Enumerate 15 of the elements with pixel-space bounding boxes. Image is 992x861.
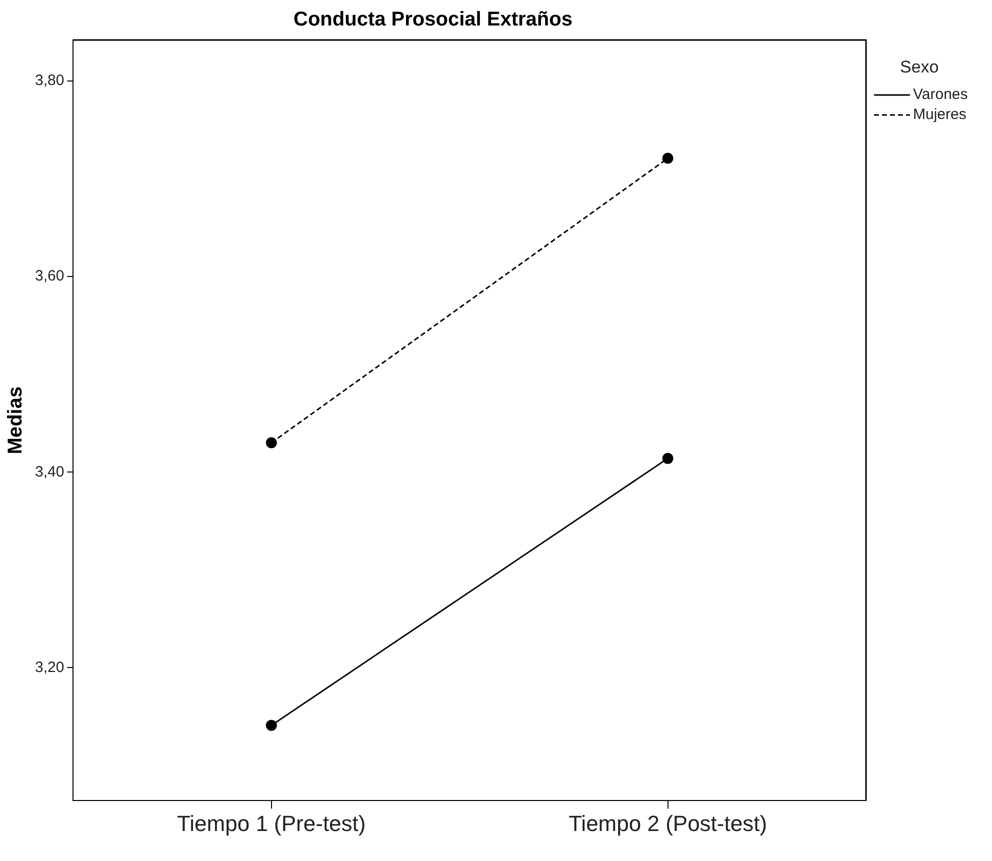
y-axis-title: Medias <box>4 386 27 454</box>
y-tick-label: 3,80 <box>34 72 64 90</box>
legend-label: Mujeres <box>913 106 966 124</box>
y-tick-label: 3,20 <box>34 658 64 676</box>
x-tick-label: Tiempo 1 (Pre-test) <box>177 810 366 836</box>
legend-title: Sexo <box>900 58 939 77</box>
y-tick-label: 3,60 <box>34 268 64 285</box>
point <box>266 720 277 731</box>
chart-title: Conducta Prosocial Extraños <box>294 8 572 31</box>
x-tick-label: Tiempo 2 (Post-test) <box>568 810 768 836</box>
point <box>662 152 674 164</box>
y-tick-label: 3,40 <box>34 463 64 480</box>
point <box>266 437 277 448</box>
point <box>662 452 674 464</box>
legend-label: Varones <box>913 86 968 104</box>
